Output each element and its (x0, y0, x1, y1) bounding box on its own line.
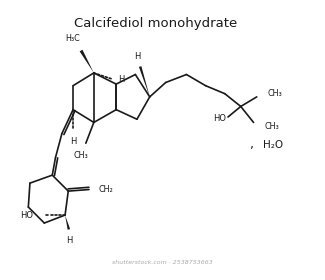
Text: ,: , (250, 138, 254, 151)
Text: HO: HO (213, 114, 226, 123)
Text: HO: HO (20, 211, 33, 220)
Text: shutterstock.com · 2538753663: shutterstock.com · 2538753663 (112, 260, 213, 265)
Text: H: H (118, 75, 125, 85)
Text: H: H (70, 137, 76, 146)
Text: H₂O: H₂O (263, 140, 283, 150)
Polygon shape (139, 66, 150, 97)
Text: CH₂: CH₂ (98, 185, 113, 194)
Text: Calcifediol monohydrate: Calcifediol monohydrate (74, 17, 238, 30)
Polygon shape (80, 50, 94, 73)
Text: H: H (135, 52, 141, 61)
Polygon shape (65, 215, 70, 230)
Text: CH₃: CH₃ (268, 89, 283, 98)
Text: CH₃: CH₃ (74, 151, 88, 160)
Text: H: H (66, 236, 72, 245)
Text: H₃C: H₃C (66, 34, 80, 43)
Text: CH₃: CH₃ (265, 122, 280, 131)
